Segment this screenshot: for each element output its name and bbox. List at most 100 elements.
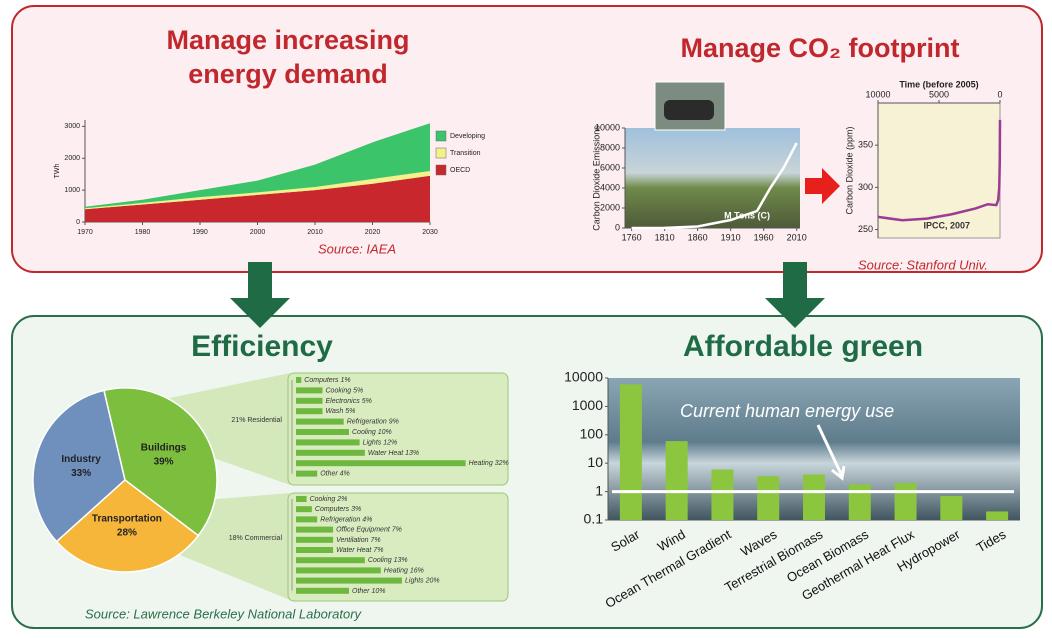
heading: Affordable green: [683, 330, 923, 363]
annotation: M Tons (C): [724, 210, 770, 220]
legend-swatch: [436, 165, 446, 175]
bar: [666, 441, 688, 520]
bar-value: 3%: [351, 506, 361, 513]
x-tick-label: 5000: [929, 89, 949, 99]
bar-label: Cooking 2%: [310, 496, 348, 503]
y-tick-label: 1000: [64, 187, 80, 194]
heading: Efficiency: [191, 330, 333, 363]
slice-label: Industry: [61, 454, 101, 465]
bar-label: Heating 16%: [384, 567, 424, 574]
slice-label: Transportation: [92, 514, 162, 525]
bar-label: Cooling 13%: [368, 557, 408, 564]
bar-category: Electronics: [326, 398, 361, 405]
heading: energy demand: [188, 59, 388, 89]
bar-label: Office Equipment 7%: [336, 526, 402, 533]
legend-label: Transition: [450, 150, 481, 157]
bar-category: Office Equipment: [336, 526, 391, 533]
x-tick-label: 1990: [192, 229, 208, 236]
bar: [296, 460, 466, 466]
y-axis-label: Carbon Dioxide Emissions: [591, 125, 601, 231]
bar-label: Wash 5%: [326, 408, 356, 415]
bar-label: Computers 1%: [304, 377, 350, 384]
legend-label: Developing: [450, 133, 485, 140]
bar-category: Cooking: [310, 496, 336, 503]
y-tick-label: 4000: [600, 182, 620, 192]
bar: [296, 408, 323, 414]
x-tick-label: 1970: [77, 229, 93, 236]
bar-value: 7%: [392, 526, 402, 533]
x-tick-label: 0: [997, 89, 1002, 99]
bar-label: Refrigeration 9%: [347, 418, 399, 425]
bar: [296, 496, 307, 502]
slice-value: 39%: [154, 457, 174, 468]
source: Source: Stanford Univ.: [858, 257, 988, 272]
bar-label: Lights 20%: [405, 577, 440, 584]
bar: [296, 398, 323, 404]
bar-label: Water Heat 13%: [368, 450, 419, 457]
photo: [625, 128, 800, 228]
bar-category: Heating: [384, 567, 408, 574]
photo-car: [664, 100, 714, 120]
bar-category: Computers: [315, 506, 350, 513]
bar: [849, 484, 871, 520]
bar-value: 7%: [370, 537, 380, 544]
x-tick-label: 1760: [622, 232, 642, 242]
y-tick-label: 0: [76, 219, 80, 226]
bar-category: Lights: [363, 439, 382, 446]
bar-label: Water Heat 7%: [336, 547, 383, 554]
bar-label: Heating 32%: [469, 460, 509, 467]
bar: [620, 384, 642, 520]
y-tick-label: 2000: [64, 155, 80, 162]
bar-label: Lights 12%: [363, 439, 398, 446]
y-tick-label: 8000: [600, 142, 620, 152]
x-axis-label: Time (before 2005): [899, 79, 978, 89]
bar: [757, 476, 779, 520]
y-tick-label: 0.1: [584, 511, 604, 527]
bar-value: 2%: [336, 496, 347, 503]
y-tick-label: 350: [858, 140, 873, 150]
bar-label: Cooking 5%: [326, 387, 364, 394]
bar: [940, 496, 962, 520]
bar: [803, 475, 825, 520]
bar-category: Cooking: [326, 387, 352, 394]
bar: [296, 506, 312, 512]
y-tick-label: 0: [615, 222, 620, 232]
slice-value: 33%: [71, 468, 91, 479]
bar: [296, 557, 365, 563]
y-axis-label: TWh: [54, 164, 61, 179]
bar: [296, 471, 317, 477]
slide: Manage increasing energy demand Manage C…: [0, 0, 1052, 633]
bar-value: 5%: [362, 398, 372, 405]
x-tick-label: 10000: [865, 89, 890, 99]
bar-value: 9%: [389, 418, 399, 425]
bar: [986, 511, 1008, 520]
legend-swatch: [436, 148, 446, 158]
bar-category: Ventilation: [336, 537, 369, 544]
bar-category: Refrigeration: [347, 418, 387, 425]
y-tick-label: 10: [587, 454, 603, 470]
bar-value: 1%: [340, 377, 350, 384]
x-tick-label: 1810: [655, 232, 675, 242]
bar: [895, 483, 917, 520]
bar-category: Heating: [469, 460, 493, 467]
y-axis-label: Carbon Dioxide (ppm): [844, 126, 854, 214]
page: {"headings":[["Manage increasing","energ…: [0, 0, 1052, 638]
bar: [296, 588, 349, 594]
heading: Manage increasing: [166, 25, 409, 55]
bar-value: 4%: [362, 516, 372, 523]
bar-value: 32%: [495, 460, 509, 467]
bar-value: 10%: [378, 429, 392, 436]
bar-value: 4%: [340, 470, 350, 477]
group-label: 18% Commercial: [229, 535, 283, 542]
bar-category: Cooling: [352, 429, 376, 436]
bar: [296, 516, 317, 522]
legend-swatch: [436, 131, 446, 141]
bar: [296, 567, 381, 573]
bar: [296, 450, 365, 456]
x-tick-label: 2010: [787, 232, 807, 242]
x-tick-label: 1980: [135, 229, 151, 236]
x-tick-label: 1960: [754, 232, 774, 242]
bar: [296, 527, 333, 533]
bar: [296, 387, 323, 393]
bar-category: Cooling: [368, 557, 392, 564]
